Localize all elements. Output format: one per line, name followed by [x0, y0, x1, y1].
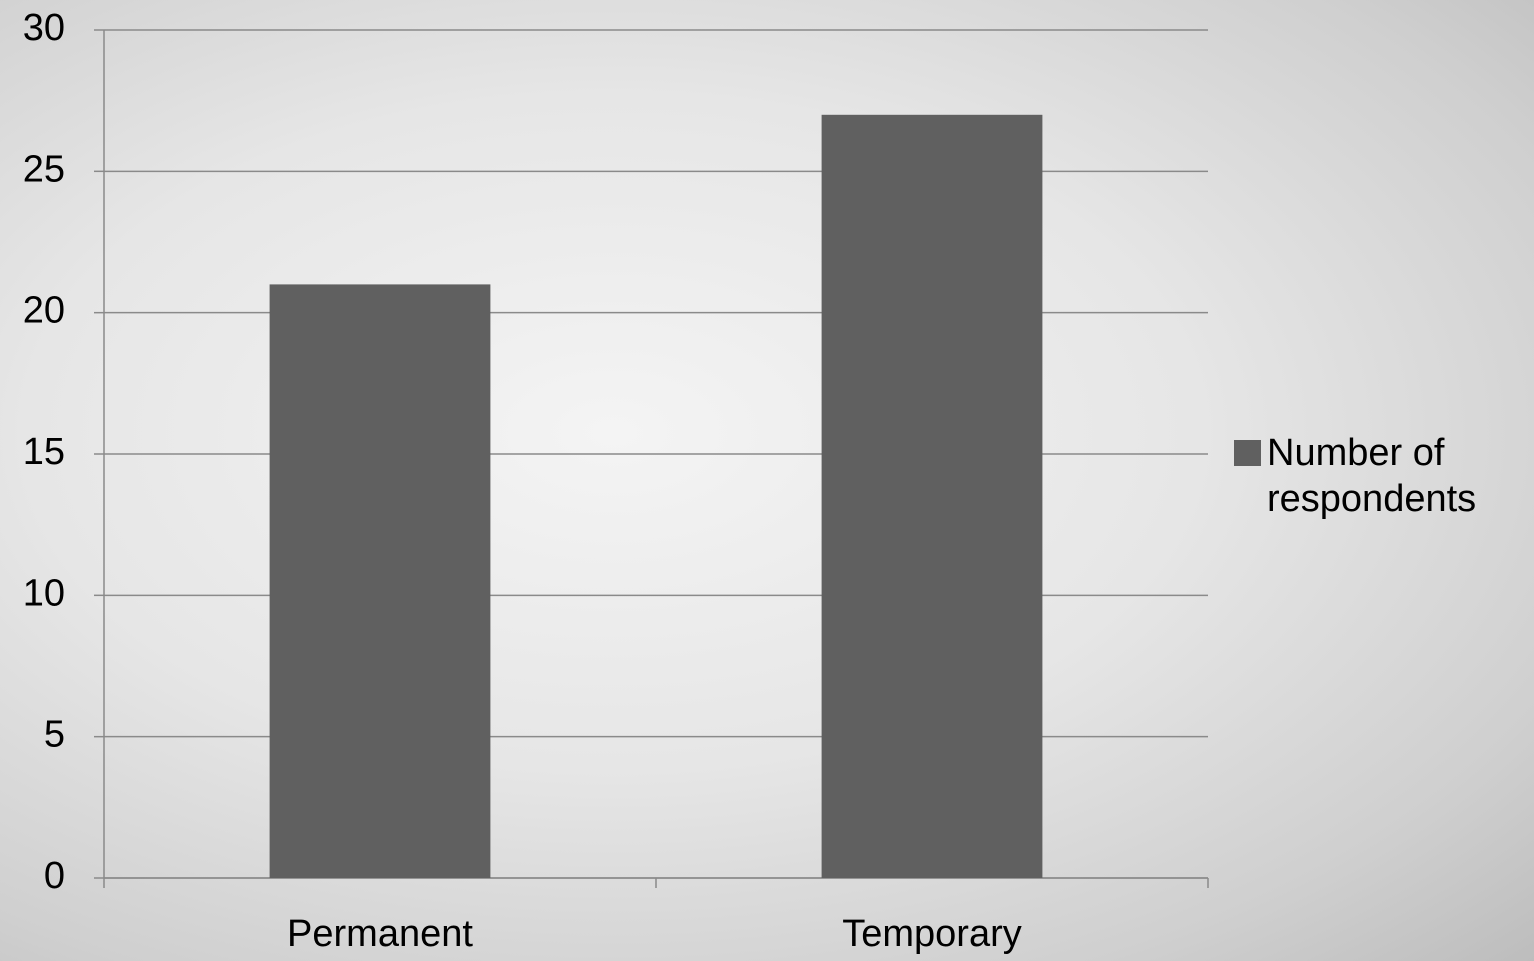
x-tick-label: Permanent — [287, 913, 473, 955]
legend-swatch — [1234, 440, 1261, 466]
bar — [821, 114, 1043, 879]
y-tick-label: 25 — [23, 148, 65, 190]
y-tick-label: 30 — [23, 7, 65, 49]
y-tick-label: 10 — [23, 572, 65, 614]
bar — [269, 284, 491, 878]
x-tick-label: Temporary — [842, 913, 1022, 955]
y-tick-label: 5 — [44, 714, 65, 756]
y-tick-label: 15 — [23, 431, 65, 473]
y-tick-label: 20 — [23, 290, 65, 332]
y-tick-label: 0 — [44, 855, 65, 897]
legend-label: Number of respondents — [1267, 432, 1477, 520]
